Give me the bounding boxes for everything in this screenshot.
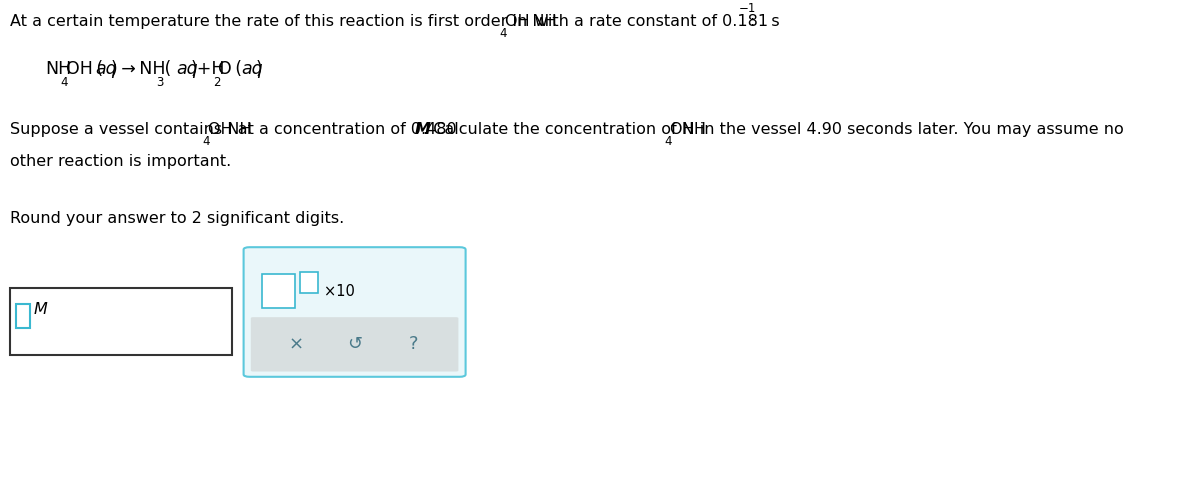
Text: At a certain temperature the rate of this reaction is first order in NH: At a certain temperature the rate of thi… xyxy=(10,14,557,29)
Text: . Calculate the concentration of NH: . Calculate the concentration of NH xyxy=(424,122,706,137)
Text: )+H: )+H xyxy=(191,60,226,78)
Text: OH (: OH ( xyxy=(66,60,103,78)
Text: (: ( xyxy=(161,60,172,78)
Text: ) → NH: ) → NH xyxy=(110,60,166,78)
Text: ): ) xyxy=(256,60,263,78)
Text: ×: × xyxy=(288,336,304,353)
Text: 4: 4 xyxy=(60,76,68,89)
Text: other reaction is important.: other reaction is important. xyxy=(10,154,230,168)
Text: O (: O ( xyxy=(218,60,242,78)
Text: ↺: ↺ xyxy=(347,336,362,353)
FancyBboxPatch shape xyxy=(251,317,458,372)
Text: Suppose a vessel contains NH: Suppose a vessel contains NH xyxy=(10,122,251,137)
Text: 4: 4 xyxy=(203,135,210,148)
FancyBboxPatch shape xyxy=(16,304,30,328)
Text: 4: 4 xyxy=(499,27,508,40)
Text: 4: 4 xyxy=(665,135,672,148)
Text: Round your answer to 2 significant digits.: Round your answer to 2 significant digit… xyxy=(10,211,344,226)
Text: OH with a rate constant of 0.181 s: OH with a rate constant of 0.181 s xyxy=(504,14,779,29)
Text: −1: −1 xyxy=(739,2,756,15)
Text: ?: ? xyxy=(409,336,418,353)
Text: OH in the vessel 4.90 seconds later. You may assume no: OH in the vessel 4.90 seconds later. You… xyxy=(670,122,1123,137)
FancyBboxPatch shape xyxy=(244,247,466,377)
Text: :: : xyxy=(749,14,755,29)
Text: aq: aq xyxy=(96,60,118,78)
Text: OH at a concentration of 0.480: OH at a concentration of 0.480 xyxy=(208,122,456,137)
Text: 3: 3 xyxy=(156,76,163,89)
Text: aq: aq xyxy=(176,60,198,78)
FancyBboxPatch shape xyxy=(300,272,318,293)
FancyBboxPatch shape xyxy=(262,274,295,308)
Text: M: M xyxy=(415,122,431,137)
Text: aq: aq xyxy=(241,60,263,78)
Text: NH: NH xyxy=(46,60,72,78)
FancyBboxPatch shape xyxy=(10,288,232,355)
Text: 2: 2 xyxy=(214,76,221,89)
Text: ×10: ×10 xyxy=(324,284,355,299)
Text: M: M xyxy=(34,301,47,316)
